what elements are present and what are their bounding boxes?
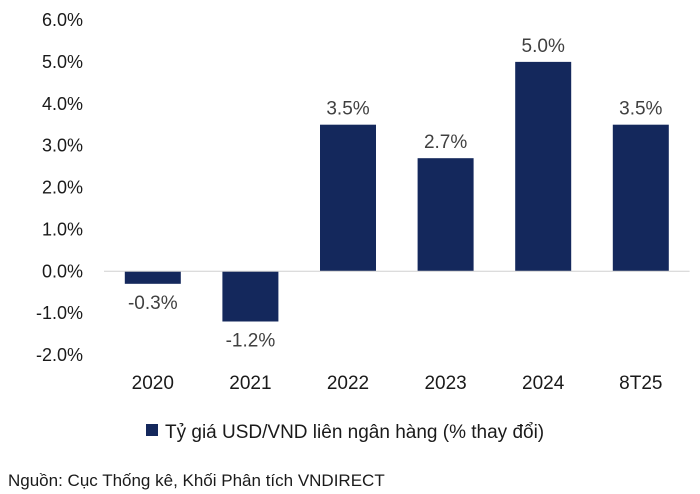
x-category-label: 2023 [424, 373, 466, 394]
legend: Tỷ giá USD/VND liên ngân hàng (% thay đổ… [146, 422, 544, 443]
bars [124, 61, 669, 322]
x-category-label: 8T25 [619, 373, 662, 394]
x-category-label: 2024 [522, 373, 565, 394]
x-category-label: 2022 [327, 373, 369, 394]
data-label: 3.5% [326, 99, 369, 120]
x-axis-categories: 2020 2021 2022 2023 2024 8T25 [132, 373, 663, 394]
y-tick-label: -1.0% [36, 303, 83, 323]
y-tick-label: 4.0% [42, 94, 83, 114]
y-axis-ticks: 6.0% 5.0% 4.0% 3.0% 2.0% 1.0% 0.0% -1.0% -2.0% [36, 10, 83, 365]
y-tick-label: 1.0% [42, 219, 83, 239]
bar-2022 [320, 124, 376, 272]
x-category-label: 2020 [132, 373, 174, 394]
y-tick-label: 6.0% [42, 10, 83, 30]
bar-8T25 [612, 124, 669, 272]
bar-2023 [417, 158, 474, 272]
y-tick-label: 5.0% [42, 52, 83, 72]
bar-2021 [222, 271, 279, 322]
bar-2024 [515, 61, 572, 272]
x-category-label: 2021 [229, 373, 271, 394]
y-tick-label: 0.0% [42, 261, 83, 281]
y-tick-label: 2.0% [42, 178, 83, 198]
data-labels: -0.3% -1.2% 3.5% 2.7% 5.0% 3.5% [128, 36, 663, 352]
legend-swatch [146, 424, 158, 436]
data-label: 3.5% [619, 99, 662, 120]
y-tick-label: 3.0% [42, 136, 83, 156]
bar-2020 [124, 271, 181, 284]
y-tick-label: -2.0% [36, 345, 83, 365]
data-label: -1.2% [226, 331, 276, 352]
source-note: Nguồn: Cục Thống kê, Khối Phân tích VNDI… [8, 471, 385, 490]
data-label: 2.7% [424, 132, 467, 153]
legend-label: Tỷ giá USD/VND liên ngân hàng (% thay đổ… [165, 422, 544, 443]
data-label: -0.3% [128, 293, 178, 314]
data-label: 5.0% [522, 36, 565, 57]
